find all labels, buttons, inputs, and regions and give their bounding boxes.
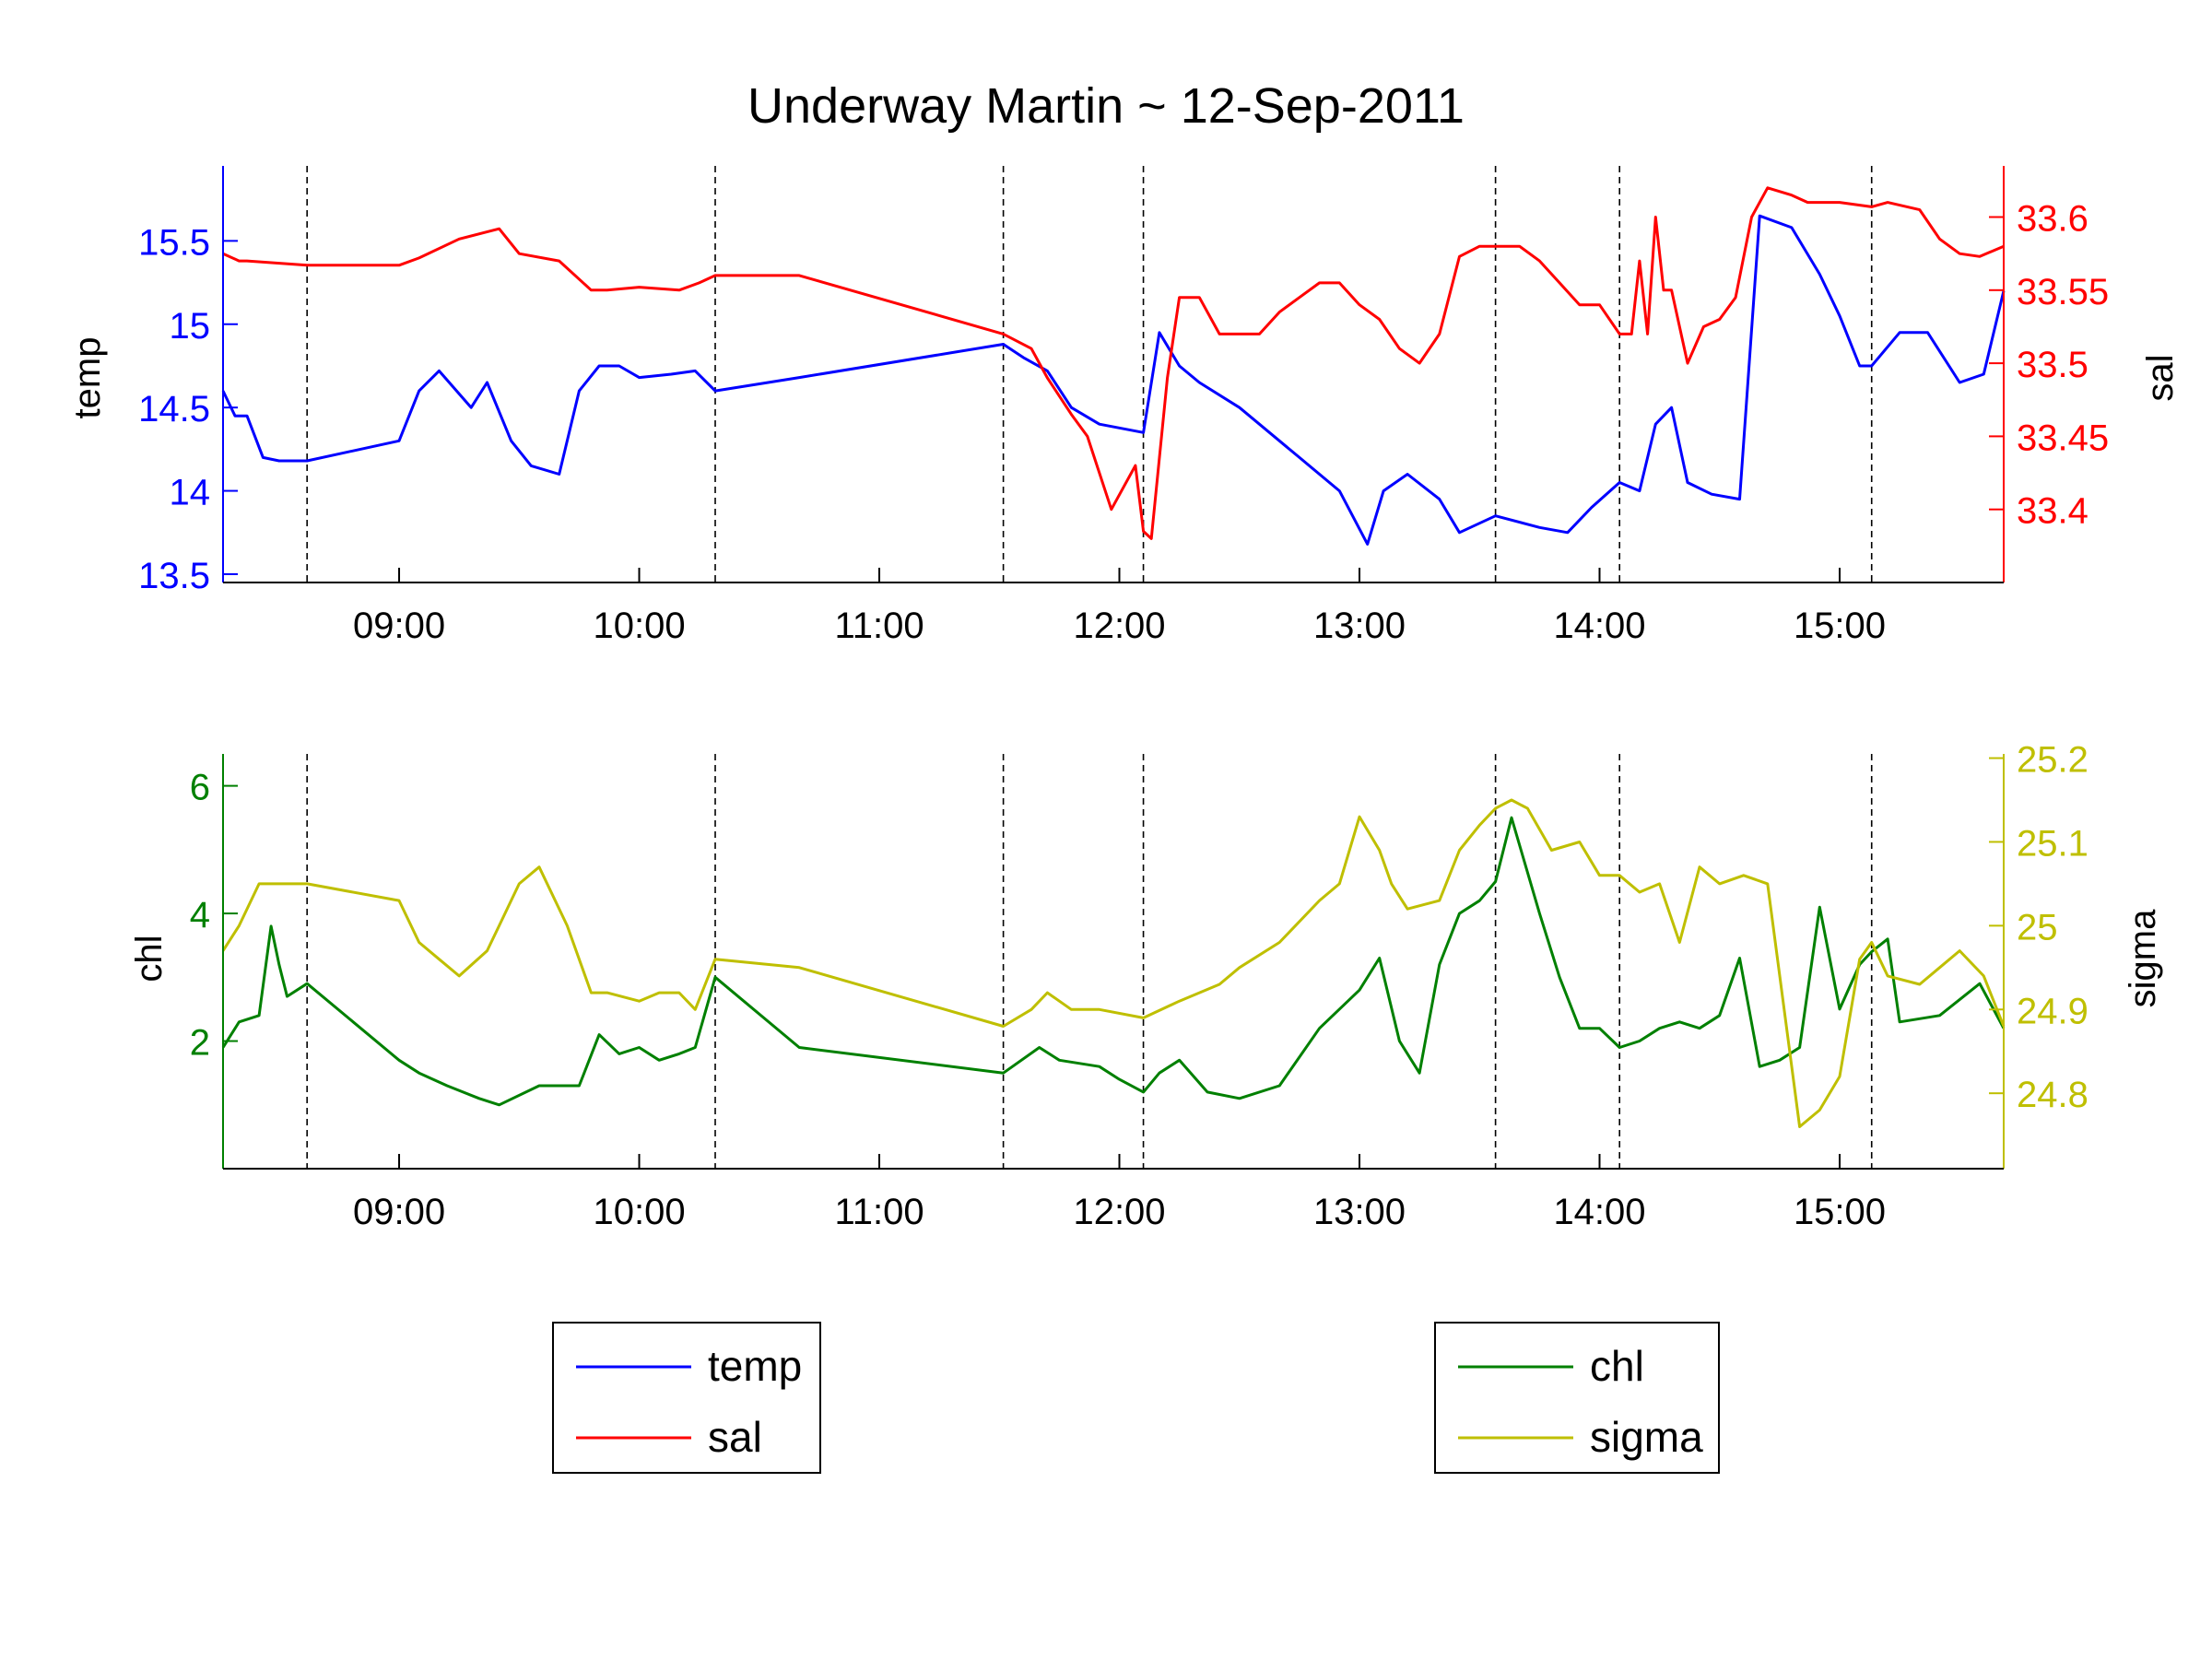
- chart-title: Underway Martin ~ 12-Sep-2011: [747, 78, 1465, 134]
- right-tick-label: 33.5: [2017, 345, 2088, 385]
- temp-series-line: [221, 214, 2006, 546]
- right-tick-label: 33.55: [2017, 272, 2109, 312]
- left-tick-label: 15: [170, 306, 211, 347]
- chl-series-line: [221, 816, 2006, 1107]
- right-tick-label: 33.4: [2017, 491, 2088, 532]
- legend-chl-sigma: chl sigma: [1434, 1322, 1720, 1474]
- right-tick-label: 33.6: [2017, 199, 2088, 240]
- legend-box: [552, 1322, 821, 1474]
- left-tick-label: 6: [190, 768, 210, 808]
- x-tick-label: 11:00: [834, 1192, 924, 1232]
- x-tick-label: 09:00: [353, 606, 445, 646]
- right-tick-label: 25.1: [2017, 823, 2088, 864]
- right-tick-label: 33.45: [2017, 418, 2109, 458]
- legend-sal-label: sal: [708, 1413, 762, 1461]
- temp-sal-panel: 13.5 14 14.5 15 15.5 33.4 33.45 33.5 33.55 33.6 09…: [138, 166, 2109, 646]
- chl-axis-label: chl: [129, 935, 170, 982]
- x-tick-label: 12:00: [1073, 606, 1165, 646]
- legend-temp-sal: temp sal: [552, 1322, 821, 1474]
- x-tick-label: 13:00: [1313, 606, 1406, 646]
- x-tick-label: 14:00: [1553, 606, 1645, 646]
- left-tick-label: 13.5: [138, 556, 210, 596]
- x-tick-label: 15:00: [1794, 1192, 1886, 1232]
- sal-series-line: [222, 186, 2005, 540]
- legend-temp-label: temp: [708, 1342, 802, 1390]
- legend-sigma-label: sigma: [1590, 1413, 1703, 1461]
- right-tick-label: 24.9: [2017, 991, 2088, 1031]
- legend-chl-label: chl: [1590, 1342, 1644, 1390]
- x-tick-label: 12:00: [1073, 1192, 1165, 1232]
- temp-axis-label: temp: [67, 337, 108, 419]
- sigma-axis-label: sigma: [2123, 909, 2163, 1007]
- sigma-series-line: [221, 798, 2006, 1128]
- legend-box: [1434, 1322, 1720, 1474]
- x-tick-label: 09:00: [353, 1192, 445, 1232]
- x-tick-label: 11:00: [834, 606, 924, 646]
- x-tick-label: 14:00: [1553, 1192, 1645, 1232]
- x-tick-label: 10:00: [593, 1192, 685, 1232]
- x-tick-label: 15:00: [1794, 606, 1886, 646]
- right-tick-label: 24.8: [2017, 1075, 2088, 1115]
- left-tick-label: 2: [190, 1023, 210, 1064]
- x-tick-label: 10:00: [593, 606, 685, 646]
- left-tick-label: 15.5: [138, 222, 210, 263]
- right-tick-label: 25: [2017, 907, 2058, 947]
- x-tick-label: 13:00: [1313, 1192, 1406, 1232]
- left-tick-label: 4: [190, 895, 210, 935]
- chl-sigma-panel: 2 4 6 24.8 24.9 25 25.1 25.2 09:00 10:00 11:00 12:0…: [190, 740, 2088, 1232]
- right-tick-label: 25.2: [2017, 740, 2088, 781]
- sal-axis-label: sal: [2140, 354, 2181, 401]
- left-tick-label: 14.5: [138, 389, 210, 429]
- left-tick-label: 14: [170, 473, 211, 513]
